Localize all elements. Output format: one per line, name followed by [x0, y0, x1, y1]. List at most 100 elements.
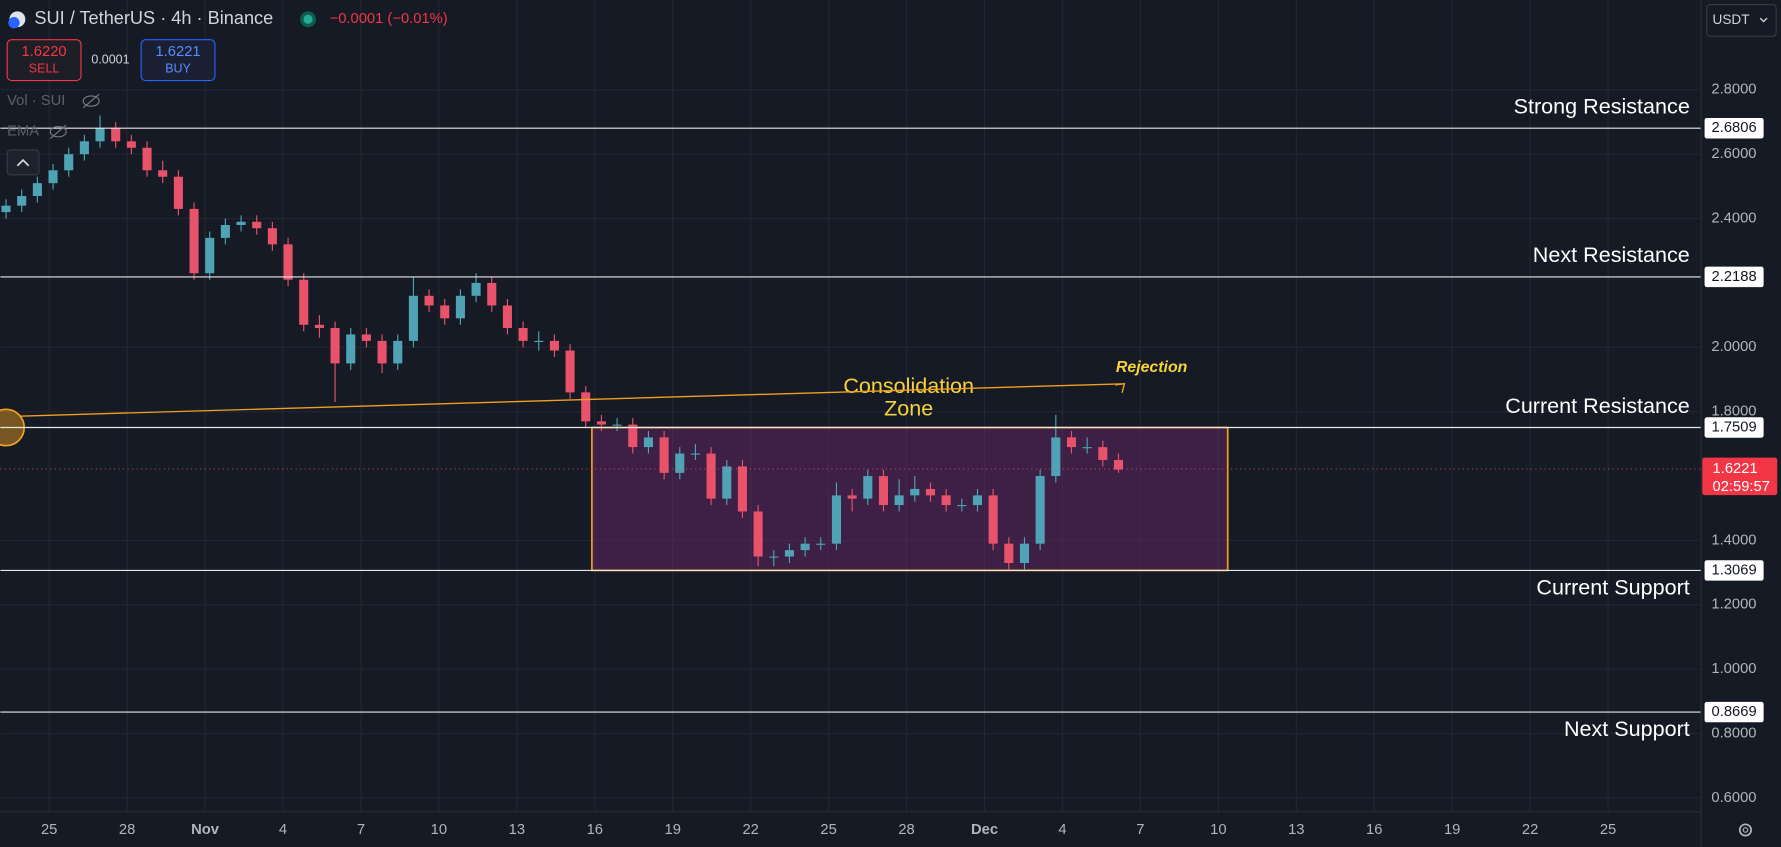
- y-tick-label: 2.6000: [1711, 146, 1756, 162]
- sell-button[interactable]: [6, 39, 82, 82]
- y-tick-label: 0.8000: [1711, 725, 1756, 741]
- x-tick-label: 13: [1288, 822, 1304, 838]
- symbol-title: SUI / TetherUS · 4h · Binance: [34, 8, 273, 28]
- candle-body: [236, 221, 246, 226]
- x-tick-label: 19: [1444, 822, 1460, 838]
- rejection-label: Rejection: [1116, 359, 1188, 376]
- candle-body: [643, 437, 653, 448]
- level-badge-label: 2.6806: [1712, 120, 1757, 136]
- y-tick-label: 2.0000: [1711, 339, 1756, 355]
- candle-body: [816, 543, 826, 545]
- candle-body: [518, 328, 528, 341]
- settings-icon[interactable]: [1738, 823, 1752, 837]
- candle-body: [424, 295, 434, 306]
- candle-body: [126, 141, 136, 148]
- candle-body: [988, 495, 998, 544]
- x-tick-label: 4: [1058, 822, 1066, 838]
- candle-body: [957, 505, 967, 507]
- candle-body: [189, 208, 199, 274]
- hide-icon[interactable]: [49, 126, 67, 138]
- level-label: Strong Resistance: [1514, 94, 1690, 119]
- candle-body: [722, 466, 732, 499]
- settings-icon: [1742, 827, 1749, 833]
- candle-body: [581, 392, 591, 422]
- level-badge: [1704, 701, 1764, 723]
- y-tick-label: 1.2000: [1711, 597, 1756, 613]
- candle-body: [220, 225, 230, 238]
- candle-body: [847, 495, 857, 499]
- x-tick-label: 10: [1210, 822, 1226, 838]
- collapse-button[interactable]: [6, 149, 40, 176]
- candle-body: [393, 340, 403, 364]
- candle-body: [64, 154, 74, 171]
- candle-body: [596, 421, 606, 425]
- candle-body: [1082, 447, 1092, 449]
- hide-icon[interactable]: [82, 95, 100, 107]
- x-tick-label: 25: [820, 822, 836, 838]
- candle-body: [267, 228, 277, 245]
- level-badge: [1704, 266, 1764, 288]
- candle-body: [455, 295, 465, 319]
- candle-body: [1004, 543, 1014, 563]
- x-tick-label: 10: [431, 822, 447, 838]
- axis: 25 28 Nov 4 7 10 13 16 19 22 25 28 Dec 4 7 10 13 16 19 22 25…: [41, 82, 1778, 838]
- candle-body: [32, 183, 42, 197]
- x-tick-label: 22: [1522, 822, 1538, 838]
- x-tick-label: 13: [509, 822, 525, 838]
- candle-body: [753, 511, 763, 557]
- zone-label: Zone: [884, 396, 933, 421]
- zone-label: Consolidation: [843, 373, 974, 398]
- currency-button[interactable]: [1706, 3, 1777, 37]
- candle-body: [549, 340, 559, 351]
- candle-body: [142, 147, 152, 171]
- candle-body: [1051, 437, 1061, 477]
- dropdown-icon: [1759, 17, 1768, 23]
- y-tick-label: 2.8000: [1711, 82, 1756, 98]
- rejection-arrow: [19, 383, 1125, 417]
- candle-body: [659, 437, 669, 473]
- sell-price: 1.6220: [22, 44, 67, 60]
- candle-body: [628, 424, 638, 448]
- x-tick-label: 19: [665, 822, 681, 838]
- rejection-arrow-head: [1115, 382, 1126, 394]
- candle-body: [17, 196, 27, 206]
- candle-body: [173, 176, 183, 209]
- last-price-badge: [1702, 457, 1778, 496]
- indicator-vol[interactable]: Vol · SUI: [7, 93, 65, 109]
- buy-price: 1.6221: [155, 44, 200, 60]
- level-badge-label: 1.3069: [1712, 562, 1757, 578]
- last-price-label: 1.6221: [1713, 461, 1758, 477]
- grid: [0, 0, 1702, 812]
- candle-body: [283, 244, 293, 280]
- level-label: Current Resistance: [1505, 393, 1690, 418]
- candle-body: [800, 543, 810, 551]
- candle-body: [471, 282, 481, 296]
- collapse-icon: [16, 158, 30, 167]
- buy-button[interactable]: [140, 39, 216, 82]
- indicator-ema[interactable]: EMA: [7, 124, 39, 140]
- level-label: Next Support: [1564, 716, 1690, 741]
- candle-body: [706, 453, 716, 499]
- countdown: 02:59:57: [1713, 479, 1770, 495]
- candle-body: [1035, 476, 1045, 544]
- candle-body: [1, 205, 11, 213]
- candle-body: [784, 550, 794, 557]
- candle-body: [79, 141, 89, 155]
- x-tick-label: Dec: [971, 822, 998, 838]
- x-tick-label: 28: [898, 822, 914, 838]
- candle-body: [314, 324, 324, 329]
- candle-body: [1113, 459, 1124, 470]
- x-tick-label: 28: [119, 822, 135, 838]
- hide-icon: [82, 93, 100, 109]
- candle-body: [487, 282, 497, 306]
- levels: Rejection Strong Resistance Next Resistanc…: [0, 94, 1702, 741]
- currency: USDT: [1713, 12, 1750, 27]
- level-badge-label: 2.2188: [1712, 269, 1757, 285]
- x-tick-label: 4: [279, 822, 287, 838]
- candle-body: [205, 237, 215, 274]
- candle-body: [941, 495, 951, 506]
- candle-body: [690, 453, 700, 455]
